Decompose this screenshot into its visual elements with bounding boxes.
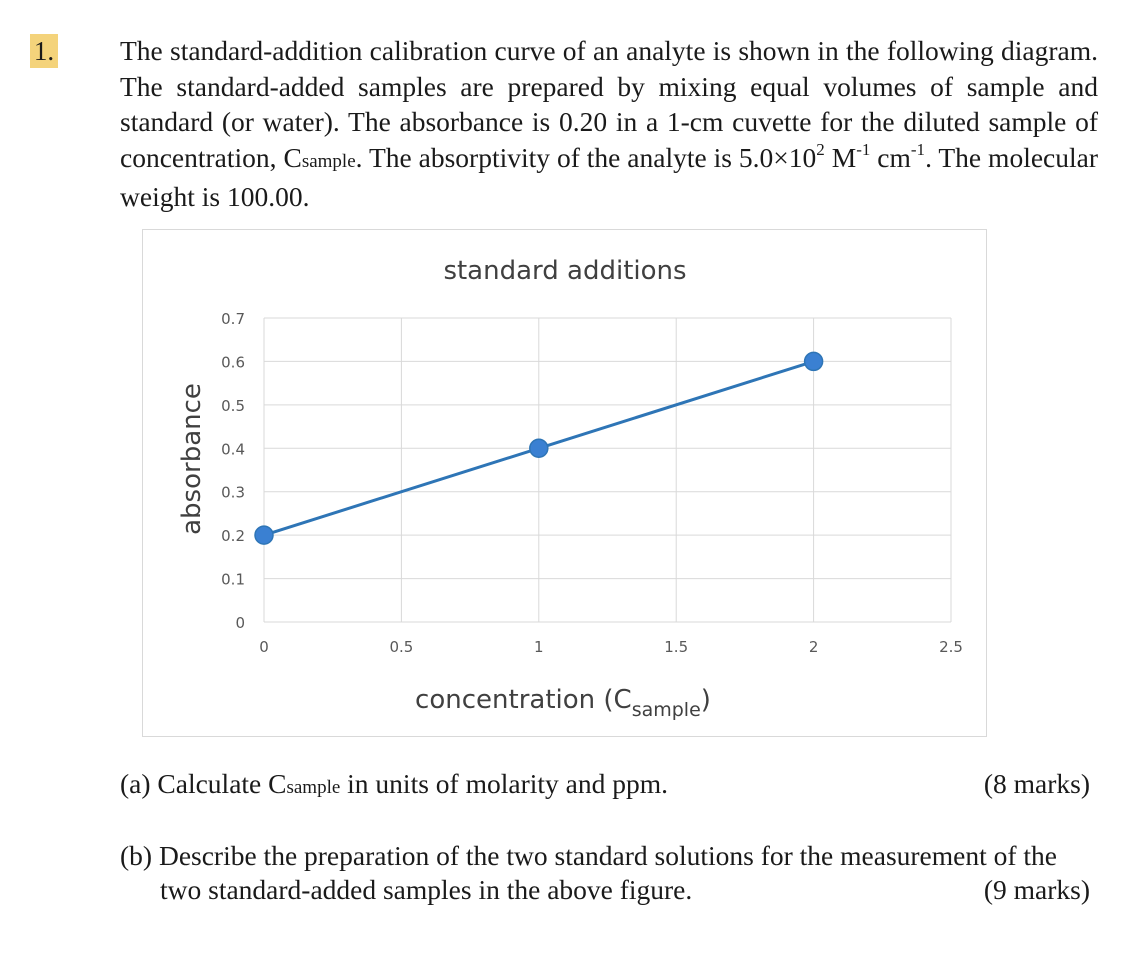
question-intro-part3: . The molecular weight is 100.00. <box>120 141 1099 213</box>
data-point-1 <box>529 438 549 459</box>
y-tick-label-1: 0.1 <box>221 571 245 589</box>
cm-unit: cm <box>870 141 911 173</box>
y-tick-label-7: 0.7 <box>221 310 245 328</box>
x-tick-label-1: 0.5 <box>389 638 413 656</box>
data-point-2 <box>803 351 824 372</box>
standard-additions-chart: standard additions absorbance concentrat… <box>177 256 963 721</box>
part-a-text-end: in units of molarity and ppm. <box>340 768 668 799</box>
part-b-line1: Describe the preparation of the two stan… <box>158 840 1057 871</box>
y-tick-label-4: 0.4 <box>221 440 245 458</box>
x-tick-label-2: 1 <box>534 638 544 656</box>
molar-superscript: -1 <box>856 139 871 159</box>
sample-subscript: sample <box>301 150 356 172</box>
part-a: (a) Calculate Csample in units of molari… <box>120 766 668 805</box>
question-number: 1. <box>30 34 58 68</box>
part-a-label: (a) <box>120 768 151 799</box>
part-b: (b) Describe the preparation of the two … <box>120 838 1057 873</box>
question-text: The standard-addition calibration curve … <box>120 33 1098 215</box>
y-tick-label-3: 0.3 <box>221 484 245 502</box>
y-tick-label-0: 0 <box>235 614 245 632</box>
x-tick-label-0: 0 <box>259 638 269 656</box>
part-a-subscript: sample <box>286 777 341 798</box>
chart-title: standard additions <box>443 256 686 286</box>
y-tick-label-6: 0.6 <box>221 353 245 371</box>
part-b-line2: two standard-added samples in the above … <box>160 874 693 905</box>
part-a-text: Calculate C <box>157 768 287 799</box>
x-tick-label-3: 1.5 <box>664 638 688 656</box>
cm-superscript: -1 <box>910 139 926 159</box>
part-b-marks: (9 marks) <box>983 874 1090 905</box>
x-tick-label-5: 2.5 <box>939 638 963 656</box>
x-axis-label: concentration (Csample) <box>415 685 711 721</box>
x-tick-label-4: 2 <box>809 638 819 656</box>
molar-unit: M <box>824 141 857 173</box>
part-a-marks: (8 marks) <box>983 768 1090 799</box>
y-axis-label: absorbance <box>177 383 207 535</box>
y-tick-label-2: 0.2 <box>221 527 245 545</box>
question-intro-part2: . The absorptivity of the analyte is 5.0… <box>355 141 817 173</box>
question-intro-part1: The standard-addition calibration curve … <box>120 35 1098 173</box>
data-point-0 <box>254 525 274 545</box>
y-tick-label-5: 0.5 <box>221 397 245 415</box>
exponent-superscript: 2 <box>816 139 825 159</box>
part-b-label: (b) <box>120 840 153 871</box>
chart-area: standard additions absorbance concentrat… <box>142 229 987 737</box>
